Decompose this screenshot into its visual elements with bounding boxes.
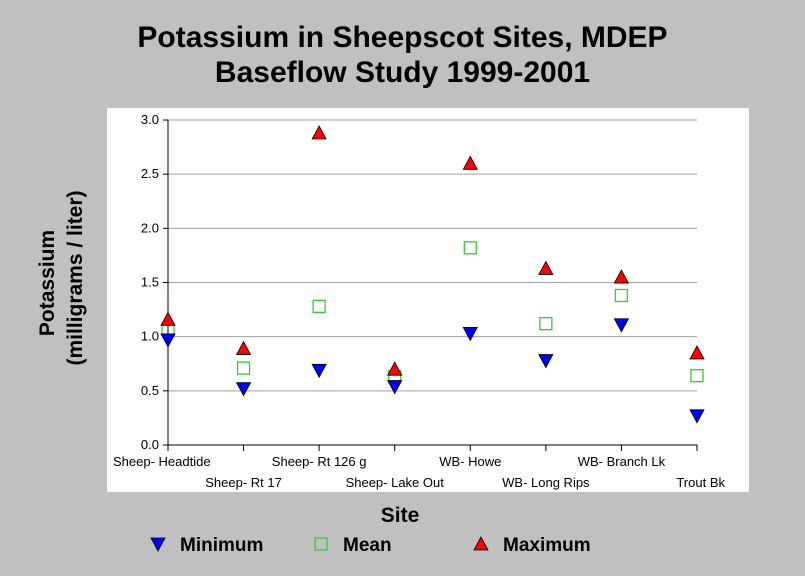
y-tick-label: 1.0	[141, 329, 159, 344]
legend-maximum-label: Maximum	[503, 535, 591, 556]
y-tick-label: 0.5	[141, 383, 159, 398]
minimum-point	[160, 333, 176, 348]
legend-mean-marker	[314, 537, 328, 551]
y-tick-label: 0.0	[141, 437, 159, 452]
minimum-point	[462, 327, 478, 342]
chart-title-line-2: Baseflow Study 1999-2001	[214, 56, 591, 89]
y-tick-labels: 0.0 0.5 1.0 1.5 2.0 2.5 3.0	[141, 112, 168, 452]
maximum-point	[387, 361, 403, 376]
mean-point	[312, 299, 326, 313]
chart-title: Potassium in Sheepscot Sites, MDEP Basef…	[0, 20, 805, 90]
x-tick-label: WB- Long Rips	[502, 475, 590, 490]
minimum-point	[387, 380, 403, 395]
y-tick-label: 1.5	[141, 275, 159, 290]
legend-minimum-label: Minimum	[180, 535, 263, 556]
minimum-point	[311, 363, 327, 379]
data-points	[160, 125, 705, 424]
maximum-point	[538, 260, 554, 275]
x-tick-label: WB- Howe	[439, 454, 501, 469]
maximum-point	[689, 345, 705, 360]
y-axis-title-line-2: (milligrams / liter)	[64, 190, 87, 365]
minimum-point	[235, 382, 252, 397]
minimum-point	[538, 354, 554, 369]
plot-background	[107, 108, 749, 492]
mean-point	[539, 317, 553, 331]
mean-point	[690, 369, 704, 383]
maximum-point	[160, 311, 176, 326]
mean-point	[463, 241, 477, 255]
y-tick-label: 2.0	[141, 220, 159, 235]
maximum-point	[235, 340, 252, 355]
legend: Minimum Mean Maximum	[150, 535, 591, 556]
x-tick-label: Sheep- Rt 17	[205, 475, 282, 490]
legend-maximum-marker	[473, 536, 489, 551]
mean-point	[614, 288, 629, 303]
legend-minimum-marker	[150, 537, 166, 552]
x-axis-title: Site	[381, 504, 420, 527]
x-tick-label: WB- Branch Lk	[578, 454, 666, 469]
x-tick-label: Sheep- Headtide	[113, 454, 211, 469]
x-tick-label: Trout Bk	[676, 475, 725, 490]
maximum-point	[613, 269, 630, 284]
maximum-point	[311, 125, 327, 140]
chart-title-line-1: Potassium in Sheepscot Sites, MDEP	[137, 21, 668, 54]
minimum-point	[613, 318, 630, 333]
x-tick-label: Sheep- Lake Out	[346, 475, 445, 490]
mean-point	[236, 361, 251, 375]
legend-mean-label: Mean	[343, 535, 392, 556]
grid	[168, 119, 697, 392]
maximum-point	[462, 155, 478, 170]
y-axis-title-line-1: Potassium	[36, 230, 59, 336]
minimum-point	[689, 409, 705, 424]
y-tick-label: 2.5	[141, 166, 159, 181]
y-tick-label: 3.0	[141, 112, 159, 127]
x-tick-label: Sheep- Rt 126 g	[272, 454, 367, 469]
x-tick-labels: Sheep- Headtide Sheep- Rt 17 Sheep- Rt 126…	[113, 445, 725, 490]
